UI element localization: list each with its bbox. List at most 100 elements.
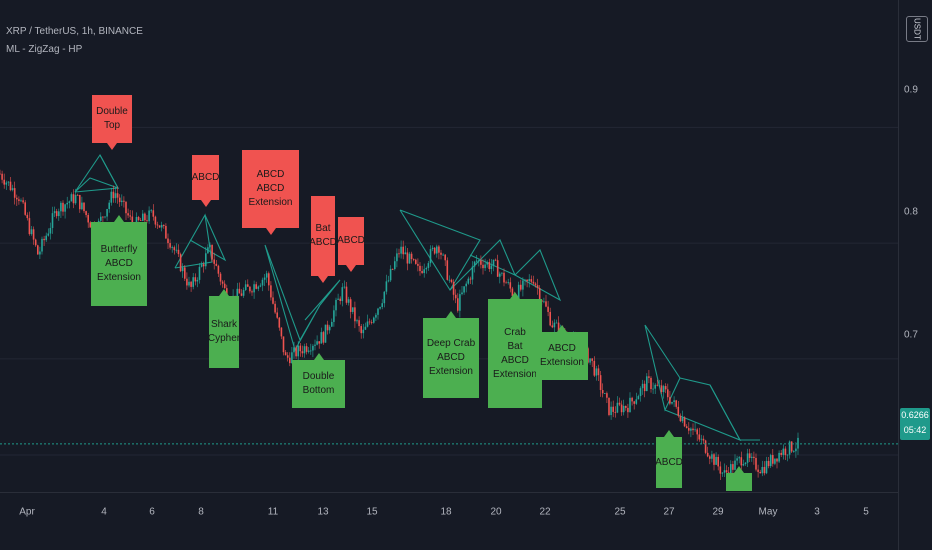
candle-body xyxy=(784,448,787,456)
candle-body xyxy=(723,470,726,473)
candle-body xyxy=(85,211,87,216)
candle-body xyxy=(433,247,436,254)
candle-body xyxy=(761,466,764,474)
candle-body xyxy=(457,298,459,311)
pattern-label-text: Double Bottom xyxy=(302,371,335,396)
time-tick: May xyxy=(758,506,778,518)
candle-body xyxy=(547,306,549,312)
candle-body xyxy=(333,310,335,322)
candle-body xyxy=(43,238,45,241)
indicator-title[interactable]: ML - ZigZag - HP xyxy=(6,44,83,55)
candle-body xyxy=(209,244,211,248)
zigzag-line xyxy=(399,209,481,292)
symbol-title[interactable]: XRP / TetherUS, 1h, BINANCE xyxy=(6,26,143,37)
candle-body xyxy=(24,202,26,215)
candle-body xyxy=(471,266,474,280)
candle-body xyxy=(83,202,85,212)
pattern-label[interactable]: ABCD xyxy=(337,217,365,272)
pattern-label[interactable]: Crab Bat ABCD Extension xyxy=(488,292,542,408)
pattern-label[interactable]: Bat ABCD xyxy=(309,196,337,283)
candle-body xyxy=(270,285,272,298)
candle-body xyxy=(221,281,224,284)
candle-body xyxy=(18,199,20,201)
price-axis-border xyxy=(898,0,899,550)
pattern-label-partial[interactable] xyxy=(726,466,752,491)
candle-body xyxy=(358,320,360,327)
candle-body xyxy=(459,294,461,311)
zigzag-line xyxy=(189,214,227,262)
pattern-label[interactable]: ABCD xyxy=(655,430,683,488)
candle-body xyxy=(276,312,278,318)
candle-body xyxy=(431,247,434,250)
candle-body xyxy=(163,224,165,226)
candle-body xyxy=(299,345,302,352)
pattern-label[interactable]: Double Bottom xyxy=(292,353,345,408)
candle-body xyxy=(496,260,499,277)
candle-body xyxy=(786,454,789,456)
candle-body xyxy=(593,360,596,376)
candle-body xyxy=(436,246,438,254)
candle-body xyxy=(307,350,310,352)
candle-body xyxy=(179,254,182,272)
candle-body xyxy=(454,294,457,299)
candle-body xyxy=(356,320,358,322)
candle-body xyxy=(732,464,734,470)
pattern-label[interactable]: Deep Crab ABCD Extension xyxy=(423,311,479,398)
candle-body xyxy=(421,270,423,274)
candle-body xyxy=(76,194,79,196)
candle-body xyxy=(694,429,696,431)
candle-body xyxy=(360,326,362,334)
candle-body xyxy=(116,193,119,198)
candle-body xyxy=(797,437,799,449)
time-tick: 18 xyxy=(440,506,452,518)
candle-body xyxy=(444,254,446,261)
candle-body xyxy=(742,464,745,466)
pattern-label[interactable]: ABCD xyxy=(192,155,219,207)
pattern-label[interactable]: Shark Cypher xyxy=(208,289,240,368)
candle-body xyxy=(13,188,16,198)
candle-body xyxy=(110,191,113,203)
time-tick: 20 xyxy=(490,506,502,518)
candle-body xyxy=(242,290,245,296)
candle-body xyxy=(385,281,388,292)
candle-body xyxy=(251,291,253,293)
candle-body xyxy=(538,288,541,301)
candle-body xyxy=(352,307,354,312)
candle-body xyxy=(725,470,728,473)
candle-body xyxy=(278,317,281,328)
currency-badge[interactable]: USDT xyxy=(906,16,928,42)
candle-body xyxy=(1,173,3,180)
pattern-label-text: Butterfly xyxy=(100,244,138,255)
candle-body xyxy=(53,211,56,214)
pattern-label[interactable]: ABCD Extension xyxy=(536,325,588,380)
candle-body xyxy=(402,246,404,255)
candle-body xyxy=(314,344,316,346)
candle-body xyxy=(692,428,694,431)
pattern-label[interactable]: Butterfly ABCD Extension xyxy=(91,215,147,306)
pattern-label[interactable]: ABCD ABCD Extension xyxy=(242,150,299,235)
candle-body xyxy=(404,252,407,255)
candle-body xyxy=(324,324,327,343)
time-tick: 27 xyxy=(663,506,675,518)
candle-body xyxy=(219,273,222,282)
time-tick: 29 xyxy=(712,506,724,518)
candle-body xyxy=(127,213,129,216)
candle-body xyxy=(7,181,10,183)
candle-body xyxy=(152,210,155,217)
candle-body xyxy=(679,415,682,422)
time-tick: Apr xyxy=(19,506,35,518)
candle-body xyxy=(643,383,646,392)
candle-body xyxy=(425,267,428,270)
zigzag-line xyxy=(74,154,119,193)
candle-body xyxy=(427,263,430,268)
candle-body xyxy=(702,438,705,441)
candle-body xyxy=(652,388,654,390)
candle-body xyxy=(746,453,749,463)
pattern-label[interactable]: Double Top xyxy=(92,95,132,150)
candle-body xyxy=(751,456,753,458)
pattern-label-text: ABCD xyxy=(337,235,365,246)
candle-body xyxy=(677,406,680,416)
candle-body xyxy=(223,283,226,289)
candle-body xyxy=(328,326,331,331)
